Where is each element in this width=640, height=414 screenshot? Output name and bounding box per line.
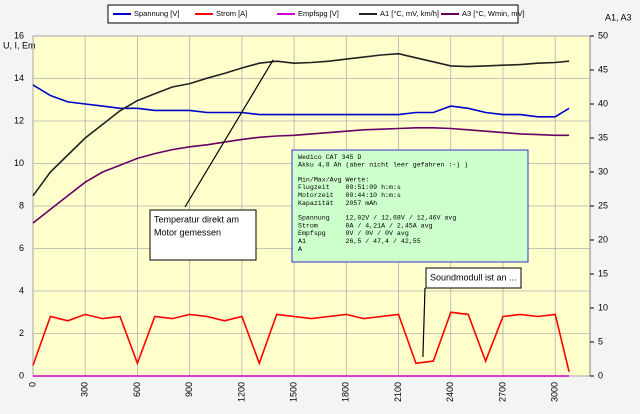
legend-label: Strom [A] xyxy=(216,9,247,18)
annotation-text: Temperatur direkt am xyxy=(154,214,239,224)
y-axis-label: U, I, Em xyxy=(3,40,36,50)
x-tick-label: 2700 xyxy=(497,382,507,402)
info-text: Wedico CAT 345 D xyxy=(298,154,361,161)
y-tick-label: 12 xyxy=(14,115,24,125)
info-text: Kapazität 2057 mAh xyxy=(298,200,377,207)
series-line xyxy=(32,127,570,224)
y2-tick-label: 20 xyxy=(598,234,608,244)
y2-tick-label: 25 xyxy=(598,200,608,210)
y2-axis-label: A1, A3 xyxy=(605,12,632,22)
x-tick-label: 2100 xyxy=(393,382,403,402)
x-tick-label: 300 xyxy=(80,382,90,397)
annotation-box xyxy=(425,267,522,289)
x-tick-label: 0 xyxy=(27,382,37,387)
annotation-pointer xyxy=(184,59,274,208)
y2-tick-label: 45 xyxy=(598,64,608,74)
annotation-text: Motor gemessen xyxy=(154,227,221,237)
x-tick-label: 2400 xyxy=(445,382,455,402)
annotation-box xyxy=(149,209,257,261)
y2-tick-label: 40 xyxy=(598,98,608,108)
y-tick-label: 2 xyxy=(19,328,24,338)
y-tick-label: 4 xyxy=(19,285,24,295)
x-tick-label: 1200 xyxy=(236,382,246,402)
info-text: Spannung 12,02V / 12,68V / 12,46V avg xyxy=(298,215,456,222)
info-text: Motorzeit 00:44:10 h:m:s xyxy=(298,192,401,199)
x-tick-label: 600 xyxy=(132,382,142,397)
legend-label: Spannung [V] xyxy=(134,9,179,18)
y2-tick-label: 10 xyxy=(598,302,608,312)
info-text: A1 26,5 / 47,4 / 42,55 xyxy=(298,238,421,245)
info-text: Strom 0A / 4,21A / 2,45A avg xyxy=(298,222,433,229)
y-tick-label: 10 xyxy=(14,158,24,168)
annotation-pointer xyxy=(422,287,426,357)
y-tick-label: 16 xyxy=(14,30,24,40)
info-box xyxy=(291,149,529,263)
legend xyxy=(107,4,519,24)
y2-tick-label: 15 xyxy=(598,268,608,278)
info-text: Empfspg 0V / 0V / 0V avg xyxy=(298,230,409,237)
y2-tick-label: 30 xyxy=(598,166,608,176)
y-tick-label: 8 xyxy=(19,200,24,210)
y-tick-label: 0 xyxy=(19,370,24,380)
y-tick-label: 6 xyxy=(19,243,24,253)
info-text: A xyxy=(298,246,302,253)
legend-label: A3 [°C, Wmin, mV] xyxy=(462,9,525,18)
legend-label: Empfspg [V] xyxy=(298,9,339,18)
info-text: Flugzeit 00:51:09 h:m:s xyxy=(298,184,401,191)
y-tick-label: 14 xyxy=(14,73,24,83)
y2-tick-label: 5 xyxy=(598,336,603,346)
info-text: Min/Max/Avg Werte: xyxy=(298,176,369,183)
info-text: Akku 4,8 Ah (aber nicht leer gefahren :-… xyxy=(298,162,468,169)
series-line xyxy=(32,311,570,372)
x-tick-label: 1500 xyxy=(288,382,298,402)
annotation-text: Soundmodull ist an ... xyxy=(430,272,517,282)
y2-tick-label: 35 xyxy=(598,132,608,142)
y2-tick-label: 0 xyxy=(598,370,603,380)
x-tick-label: 1800 xyxy=(341,382,351,402)
y2-tick-label: 50 xyxy=(598,30,608,40)
legend-label: A1 [°C, mV, km/h] xyxy=(380,9,439,18)
series-line xyxy=(32,52,570,197)
x-tick-label: 900 xyxy=(184,382,194,397)
x-tick-label: 3000 xyxy=(550,382,560,402)
